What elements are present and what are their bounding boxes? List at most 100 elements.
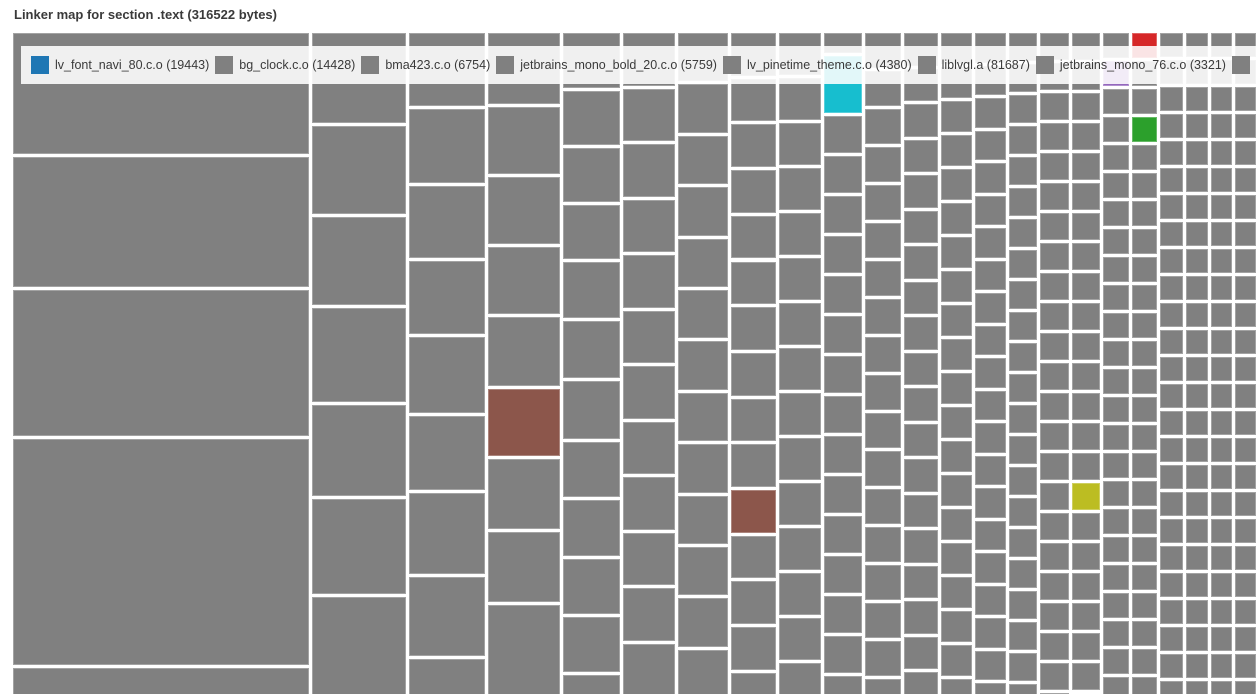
treemap-cell[interactable]	[1160, 519, 1183, 543]
treemap-cell[interactable]	[904, 672, 938, 694]
treemap-cell[interactable]	[1009, 157, 1037, 185]
treemap-cell[interactable]	[1009, 250, 1037, 278]
treemap-cell[interactable]	[975, 163, 1006, 193]
treemap-cell[interactable]	[563, 262, 620, 318]
treemap-cell[interactable]	[1160, 195, 1183, 219]
treemap-cell[interactable]	[1211, 87, 1232, 111]
treemap-cell[interactable]	[1211, 438, 1232, 462]
treemap-cell[interactable]	[1186, 195, 1208, 219]
treemap-cell[interactable]	[1160, 330, 1183, 354]
treemap-cell[interactable]	[941, 203, 972, 234]
treemap-cell[interactable]	[1132, 677, 1157, 694]
treemap-cell[interactable]	[779, 393, 821, 435]
treemap-cell[interactable]	[824, 556, 862, 593]
treemap-cell[interactable]	[1040, 663, 1069, 690]
treemap-cell[interactable]	[312, 405, 406, 496]
treemap-cell[interactable]	[1186, 627, 1208, 651]
treemap-cell[interactable]	[1103, 257, 1129, 282]
treemap-cell[interactable]	[1040, 603, 1069, 630]
treemap-cell[interactable]	[824, 476, 862, 513]
treemap-cell[interactable]	[1040, 423, 1069, 450]
treemap-cell[interactable]	[678, 392, 728, 442]
treemap-cell[interactable]	[975, 683, 1006, 694]
treemap-cell[interactable]	[623, 310, 675, 363]
treemap-cell[interactable]	[1009, 467, 1037, 495]
treemap-cell[interactable]	[409, 416, 485, 490]
treemap-cell[interactable]	[1072, 453, 1100, 480]
treemap-cell[interactable]	[1132, 341, 1157, 366]
treemap-cell[interactable]	[1211, 546, 1232, 570]
treemap-cell[interactable]	[488, 107, 560, 174]
treemap-cell[interactable]	[975, 650, 1006, 680]
treemap-cell[interactable]	[1072, 93, 1100, 120]
treemap-cell[interactable]	[1132, 565, 1157, 590]
treemap-cell[interactable]	[731, 672, 776, 694]
treemap-cell[interactable]	[1160, 627, 1183, 651]
treemap-cell[interactable]	[1009, 436, 1037, 464]
treemap-cell[interactable]	[1132, 117, 1157, 142]
treemap-cell[interactable]	[975, 325, 1006, 355]
treemap-cell[interactable]	[975, 585, 1006, 615]
treemap-cell[interactable]	[1132, 229, 1157, 254]
treemap-cell[interactable]	[1211, 195, 1232, 219]
treemap-cell[interactable]	[563, 205, 620, 259]
treemap-cell[interactable]	[312, 308, 406, 402]
treemap-cell[interactable]	[312, 499, 406, 594]
treemap-cell[interactable]	[941, 441, 972, 472]
treemap-cell[interactable]	[1103, 89, 1129, 114]
treemap-cell[interactable]	[731, 352, 776, 396]
treemap-cell[interactable]	[904, 352, 938, 385]
treemap-cell[interactable]	[904, 459, 938, 492]
treemap-cell[interactable]	[1186, 249, 1208, 273]
treemap-cell[interactable]	[779, 528, 821, 570]
treemap-cell[interactable]	[1235, 87, 1256, 111]
treemap-cell[interactable]	[779, 573, 821, 615]
treemap-cell[interactable]	[941, 305, 972, 336]
treemap-cell[interactable]	[904, 636, 938, 669]
treemap-cell[interactable]	[1103, 481, 1129, 506]
treemap-cell[interactable]	[1009, 529, 1037, 557]
treemap-cell[interactable]	[865, 641, 901, 676]
treemap-cell[interactable]	[1186, 114, 1208, 138]
treemap-cell[interactable]	[824, 236, 862, 273]
treemap-cell[interactable]	[1040, 363, 1069, 390]
treemap-cell[interactable]	[975, 455, 1006, 485]
treemap-cell[interactable]	[1040, 513, 1069, 540]
treemap-cell[interactable]	[1235, 141, 1256, 165]
treemap-cell[interactable]	[975, 423, 1006, 453]
treemap-cell[interactable]	[1009, 622, 1037, 650]
treemap-cell[interactable]	[1186, 357, 1208, 381]
treemap-cell[interactable]	[1103, 145, 1129, 170]
treemap-cell[interactable]	[731, 627, 776, 670]
treemap-cell[interactable]	[904, 530, 938, 563]
treemap-cell[interactable]	[563, 617, 620, 672]
treemap-cell[interactable]	[941, 169, 972, 200]
treemap-cell[interactable]	[941, 339, 972, 370]
treemap-cell[interactable]	[623, 588, 675, 641]
treemap-cell[interactable]	[904, 423, 938, 456]
treemap-cell[interactable]	[824, 516, 862, 553]
treemap-cell[interactable]	[941, 135, 972, 166]
treemap-cell[interactable]	[678, 238, 728, 287]
treemap-cell[interactable]	[1211, 357, 1232, 381]
treemap-cell[interactable]	[409, 493, 485, 574]
treemap-cell[interactable]	[1009, 560, 1037, 588]
treemap-cell[interactable]	[975, 130, 1006, 160]
treemap-cell[interactable]	[1211, 573, 1232, 597]
treemap-cell[interactable]	[1132, 593, 1157, 618]
treemap-cell[interactable]	[1072, 213, 1100, 240]
treemap-cell[interactable]	[1211, 681, 1232, 694]
treemap-cell[interactable]	[1040, 153, 1069, 180]
treemap-cell[interactable]	[731, 261, 776, 305]
treemap-cell[interactable]	[1072, 333, 1100, 360]
treemap-cell[interactable]	[1211, 411, 1232, 435]
treemap-cell[interactable]	[1235, 627, 1256, 651]
treemap-cell[interactable]	[904, 565, 938, 598]
treemap-cell[interactable]	[1235, 276, 1256, 300]
treemap-cell[interactable]	[1040, 573, 1069, 600]
treemap-cell[interactable]	[409, 577, 485, 656]
treemap-cell[interactable]	[904, 246, 938, 279]
treemap-cell[interactable]	[1009, 653, 1037, 681]
treemap-cell[interactable]	[1009, 126, 1037, 154]
treemap-cell[interactable]	[1211, 384, 1232, 408]
